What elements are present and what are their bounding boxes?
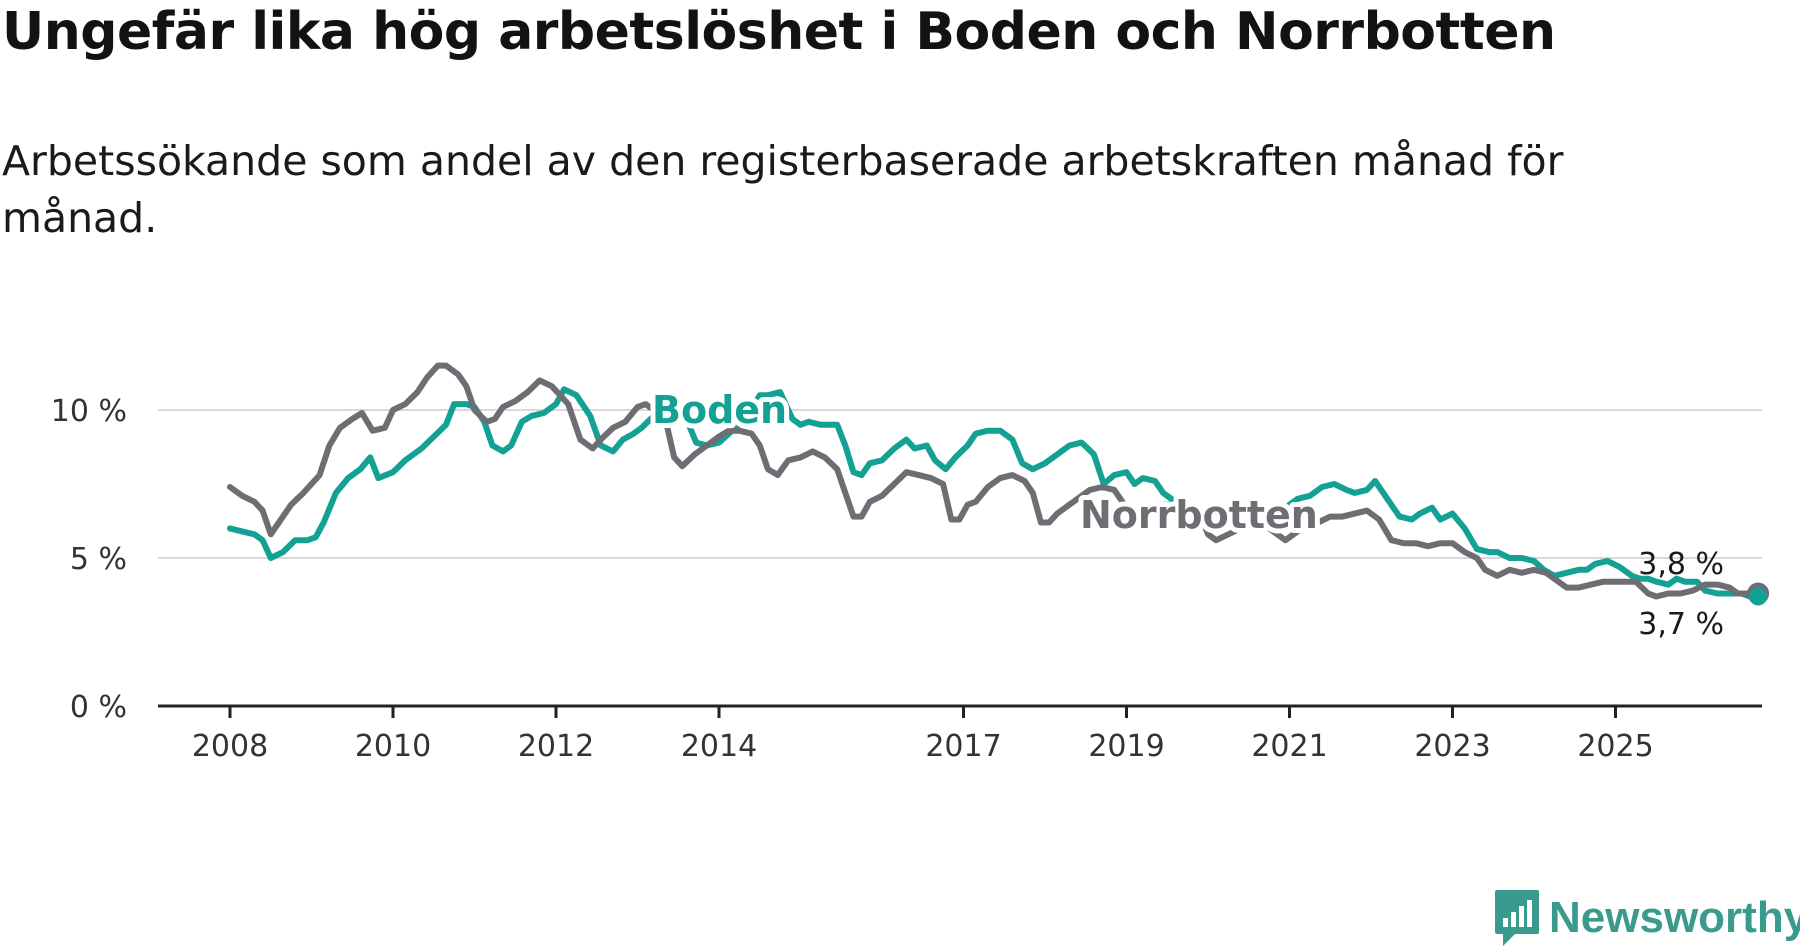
series-label-norrbotten-halo: Norrbotten: [1080, 493, 1318, 537]
series-label-norrbotten: Norrbotten: [1080, 493, 1318, 537]
x-tick-label: 2021: [1251, 729, 1327, 764]
newsworthy-logo[interactable]: Newsworthy: [1493, 888, 1800, 948]
x-tick-label: 2019: [1088, 729, 1164, 764]
x-tick-label: 2025: [1577, 729, 1653, 764]
y-tick-label: 0 %: [70, 690, 127, 725]
series-line-boden: [227, 386, 1762, 600]
series-label-boden-halo: Boden: [652, 388, 787, 432]
series-line-norrbotten: [227, 362, 1762, 600]
x-tick-label: 2008: [192, 729, 268, 764]
line-chart: 0 % 5 % 10 % 2008 2010 2012 2014 2017 2019 2021 20…: [51, 362, 1770, 764]
end-label-norrbotten: 3,8 %: [1638, 547, 1724, 582]
newsworthy-logo-icon: [1495, 890, 1539, 946]
x-tick-label: 2023: [1414, 729, 1490, 764]
x-tick-label: 2017: [925, 729, 1001, 764]
y-tick-label: 5 %: [70, 542, 127, 577]
x-tick-label: 2010: [355, 729, 431, 764]
chart-title: Ungefär lika hög arbetslöshet i Boden oc…: [2, 2, 1556, 62]
brand-name: Newsworthy: [1549, 893, 1800, 942]
chart-subtitle: Arbetssökande som andel av den registerb…: [2, 137, 1564, 242]
end-label-boden: 3,7 %: [1638, 607, 1724, 642]
y-tick-label: 10 %: [51, 394, 127, 429]
series-label-boden: Boden: [652, 388, 787, 432]
x-tick-label: 2014: [681, 729, 757, 764]
end-point-boden: [1749, 587, 1768, 606]
x-tick-label: 2012: [518, 729, 594, 764]
